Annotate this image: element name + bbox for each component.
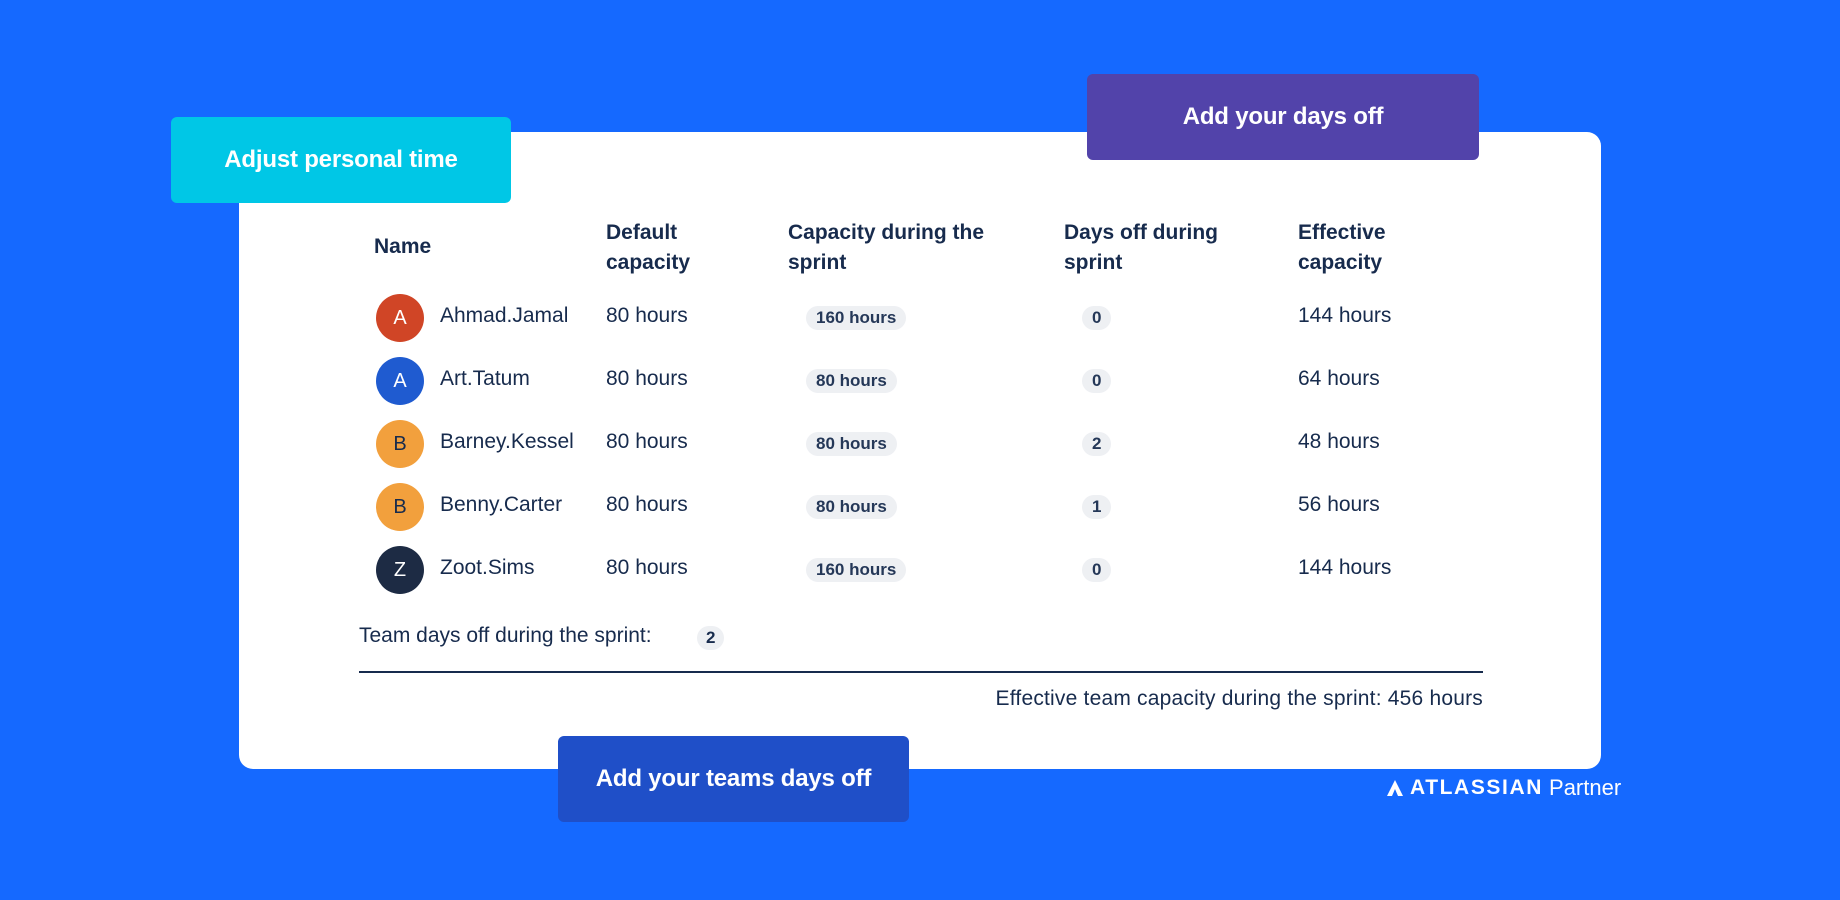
table-row: A Ahmad.Jamal 80 hours 160 hours 0 144 h…	[239, 291, 1601, 347]
default-capacity-value: 80 hours	[606, 430, 688, 453]
team-days-off-badge[interactable]: 2	[697, 626, 725, 650]
header-default-capacity: Default capacity	[606, 221, 691, 274]
default-capacity-value: 80 hours	[606, 367, 688, 390]
header-capacity-during-sprint: Capacity during the sprint	[788, 221, 985, 274]
table-row: B Benny.Carter 80 hours 80 hours 1 56 ho…	[239, 480, 1601, 536]
atlassian-partner-logo: ATLASSIAN Partner	[1386, 775, 1621, 801]
avatar: Z	[376, 546, 424, 594]
header-name: Name	[374, 235, 432, 258]
avatar: A	[376, 294, 424, 342]
atlassian-logo-icon	[1387, 780, 1403, 796]
days-off-lozenge[interactable]: 0	[1082, 306, 1112, 330]
avatar: B	[376, 420, 424, 468]
callout-add-teams-days-off: Add your teams days off	[558, 736, 909, 822]
summary-divider	[359, 671, 1483, 673]
capacity-lozenge[interactable]: 160 hours	[806, 306, 907, 330]
table-row: Z Zoot.Sims 80 hours 160 hours 0 144 hou…	[239, 543, 1601, 599]
effective-capacity-value: 64 hours	[1298, 367, 1380, 390]
partner-suffix: Partner	[1549, 775, 1622, 800]
header-days-off: Days off during sprint	[1064, 221, 1219, 274]
header-effective-capacity: Effective capacity	[1298, 221, 1386, 274]
days-off-lozenge[interactable]: 0	[1082, 558, 1112, 582]
days-off-lozenge[interactable]: 2	[1082, 432, 1112, 456]
capacity-lozenge[interactable]: 80 hours	[806, 495, 897, 519]
capacity-lozenge[interactable]: 160 hours	[806, 558, 907, 582]
table-row: B Barney.Kessel 80 hours 80 hours 2 48 h…	[239, 417, 1601, 473]
default-capacity-value: 80 hours	[606, 556, 688, 579]
user-name[interactable]: Zoot.Sims	[440, 556, 535, 579]
user-name[interactable]: Benny.Carter	[440, 493, 563, 516]
capacity-lozenge[interactable]: 80 hours	[806, 432, 897, 456]
days-off-lozenge[interactable]: 0	[1082, 369, 1112, 393]
user-name[interactable]: Barney.Kessel	[440, 430, 574, 453]
effective-capacity-value: 56 hours	[1298, 493, 1380, 516]
effective-team-capacity: Effective team capacity during the sprin…	[995, 687, 1483, 710]
effective-capacity-value: 144 hours	[1298, 556, 1392, 579]
capacity-card: Name Default capacity Capacity during th…	[239, 132, 1601, 769]
effective-capacity-value: 48 hours	[1298, 430, 1380, 453]
avatar: B	[376, 483, 424, 531]
default-capacity-value: 80 hours	[606, 304, 688, 327]
user-name[interactable]: Ahmad.Jamal	[440, 304, 569, 327]
team-days-off-label: Team days off during the sprint:	[359, 624, 652, 647]
callout-add-days-off: Add your days off	[1087, 74, 1479, 160]
callout-adjust-personal-time: Adjust personal time	[171, 117, 511, 203]
default-capacity-value: 80 hours	[606, 493, 688, 516]
user-name[interactable]: Art.Tatum	[440, 367, 530, 390]
partner-brand: ATLASSIAN	[1410, 776, 1544, 799]
capacity-lozenge[interactable]: 80 hours	[806, 369, 897, 393]
effective-capacity-value: 144 hours	[1298, 304, 1392, 327]
table-row: A Art.Tatum 80 hours 80 hours 0 64 hours	[239, 354, 1601, 410]
avatar: A	[376, 357, 424, 405]
days-off-lozenge[interactable]: 1	[1082, 495, 1112, 519]
